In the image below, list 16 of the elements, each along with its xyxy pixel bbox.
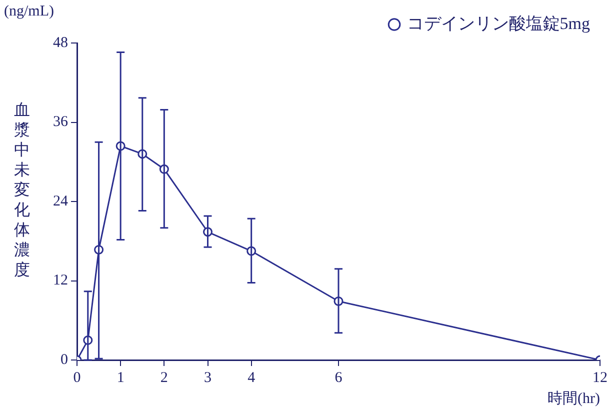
x-tick-label: 6 (334, 370, 343, 386)
x-tick-label: 2 (160, 370, 168, 386)
x-axis-title: 時間(hr) (548, 390, 600, 407)
y-tick-label: 48 (53, 34, 68, 51)
x-tick-label: 4 (248, 370, 256, 386)
y-tick-label: 36 (53, 114, 68, 130)
legend-label: コデインリン酸塩錠5mg (406, 14, 590, 33)
x-tick-label: 3 (204, 370, 212, 386)
y-tick-label: 12 (53, 272, 68, 289)
x-tick-label: 0 (73, 370, 81, 386)
y-tick-label: 24 (53, 193, 68, 210)
x-tick-label: 1 (116, 370, 124, 386)
text: (ng/mL) (4, 3, 54, 20)
y-tick-label: 0 (60, 352, 68, 368)
x-tick-label: 12 (592, 370, 608, 386)
text: 血漿中未変化体濃度 (14, 100, 30, 279)
